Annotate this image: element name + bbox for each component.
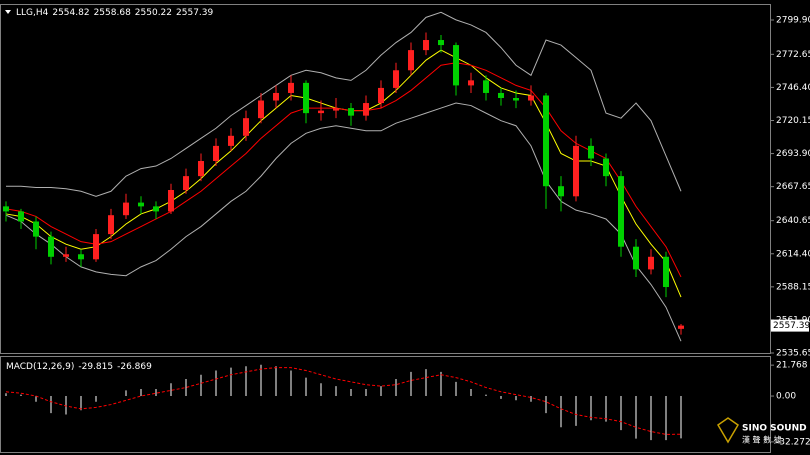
candle-body: [258, 100, 264, 119]
low: 2550.22: [135, 8, 172, 18]
candle-body: [228, 135, 234, 146]
candle-body: [363, 103, 369, 116]
candle-body: [453, 45, 459, 86]
candle-body: [468, 80, 474, 86]
candle-body: [318, 110, 324, 114]
y-tick-label: -32.272: [776, 437, 810, 447]
menu-arrow[interactable]: [5, 10, 11, 14]
candle-body: [528, 95, 534, 101]
candle-body: [198, 161, 204, 177]
indicator-line: [6, 11, 682, 197]
candle-body: [93, 234, 99, 260]
y-tick-label: 2640.65: [776, 216, 810, 226]
candle-body: [378, 87, 384, 104]
candle-body: [498, 92, 504, 99]
brand-subtitle: 漢 聲 數 據: [742, 435, 782, 445]
y-tick-label: 21.768: [776, 361, 808, 371]
y-tick-label: 2799.90: [776, 15, 810, 25]
signal-line: [5, 367, 682, 435]
candle-body: [3, 206, 9, 212]
price-label: 2557.39: [773, 321, 810, 331]
candle-body: [438, 40, 444, 46]
candle-body: [348, 108, 354, 116]
y-tick-label: 2693.90: [776, 149, 810, 159]
candle-body: [558, 186, 564, 197]
brand: SINO SOUND: [742, 424, 807, 434]
candle-body: [138, 202, 144, 207]
watermark: SINO SOUND 漢 聲 數 據: [717, 417, 807, 445]
symbol: LLG,H4: [16, 8, 49, 18]
y-tick-label: 2614.40: [776, 249, 810, 259]
macd-header: MACD(12,26,9) -29.815 -26.869: [6, 362, 152, 372]
y-tick-label: 2746.40: [776, 83, 810, 93]
candle-body: [273, 92, 279, 101]
y-tick-label: 2588.15: [776, 282, 810, 292]
candle-body: [33, 221, 39, 237]
candle-body: [213, 145, 219, 162]
candle-body: [183, 176, 189, 190]
candle-body: [513, 98, 519, 101]
logo: [717, 417, 739, 444]
candle-body: [603, 158, 609, 177]
indicator-line: [5, 102, 682, 342]
high: 2558.68: [94, 8, 131, 18]
candle-body: [618, 176, 624, 247]
candle-body: [543, 95, 549, 187]
candle-body: [408, 50, 414, 71]
open: 2554.82: [52, 8, 89, 18]
candle-body: [243, 118, 249, 136]
close: 2557.39: [176, 8, 213, 18]
candle-body: [423, 40, 429, 51]
candle-body: [63, 254, 69, 257]
macd-value: -29.815: [78, 362, 113, 372]
candle-body: [168, 189, 174, 212]
signal-value: -26.869: [117, 362, 152, 372]
candle-body: [288, 82, 294, 93]
candle-body: [333, 108, 339, 111]
candle-body: [108, 215, 114, 235]
price-label-box: [771, 319, 809, 332]
y-tick-label: 2667.65: [776, 182, 810, 192]
candle-body: [483, 80, 489, 93]
candle-body: [303, 82, 309, 114]
candle-body: [78, 254, 84, 260]
main-frame: [0, 4, 771, 354]
candle-body: [153, 206, 159, 212]
macd-frame: [0, 356, 771, 453]
macd-title: MACD(12,26,9): [6, 362, 74, 372]
candle-body: [573, 145, 579, 197]
candle-body: [393, 70, 399, 88]
candle-body: [48, 236, 54, 257]
y-tick-label: 2535.65: [776, 349, 810, 359]
candle-body: [123, 202, 129, 216]
candle-body: [18, 211, 24, 222]
y-tick-label: 0.00: [776, 392, 796, 402]
chart-header: LLG,H4 2554.82 2558.68 2550.22 2557.39: [16, 8, 214, 18]
candle-body: [678, 325, 684, 329]
y-tick-label: 2720.15: [776, 116, 810, 126]
y-tick-label: 2772.65: [776, 50, 810, 60]
candle-body: [633, 246, 639, 270]
indicator-line: [5, 62, 682, 278]
candle-body: [588, 145, 594, 159]
candle-body: [648, 256, 654, 270]
candle-body: [663, 256, 669, 288]
